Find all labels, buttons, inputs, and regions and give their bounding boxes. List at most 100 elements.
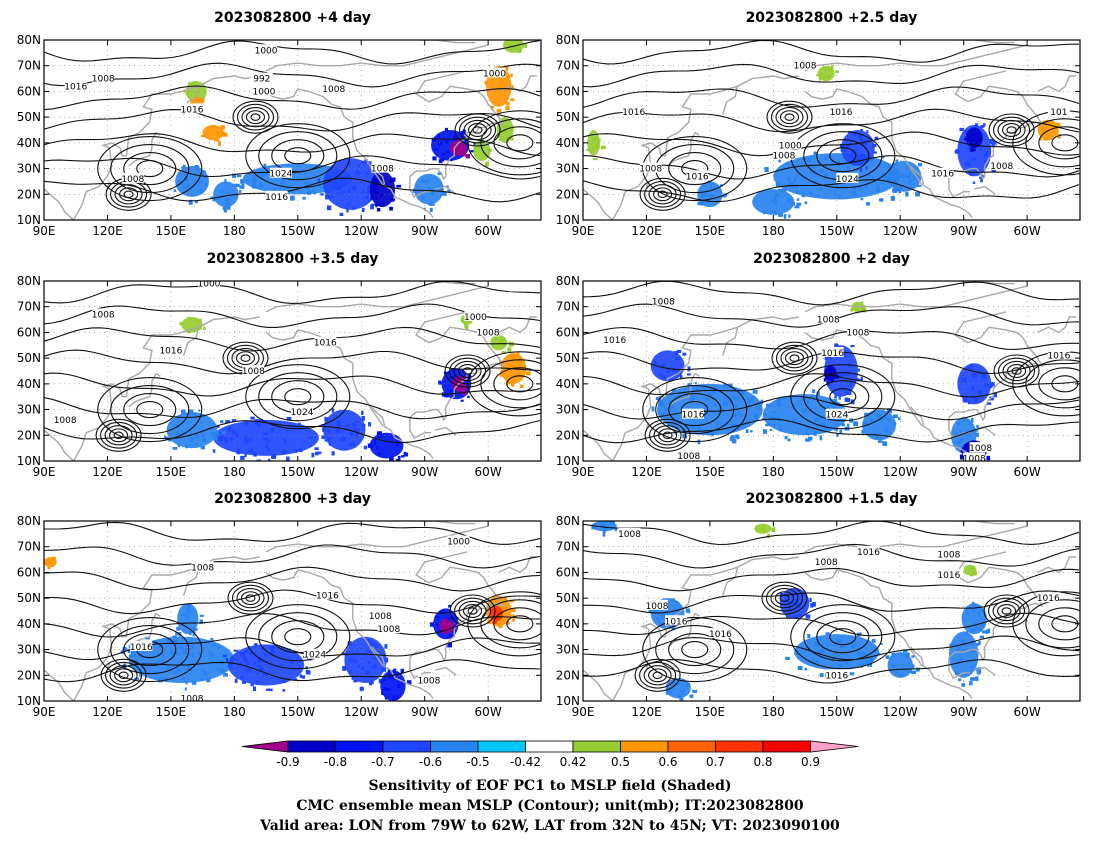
shade-speckle	[991, 168, 996, 173]
shade-speckle	[317, 178, 321, 182]
isobar	[44, 521, 541, 545]
shade-speckle	[390, 198, 396, 201]
shade-speckle	[715, 421, 719, 426]
shade-speckle	[745, 429, 749, 434]
shade-speckle	[876, 185, 880, 190]
contour-label: 1024	[291, 408, 314, 418]
shade-speckle	[955, 440, 960, 444]
shade-speckle	[447, 634, 453, 638]
shade-speckle	[677, 694, 681, 699]
shade-speckle	[756, 407, 760, 410]
shade-speckle	[453, 375, 457, 379]
shade-speckle	[961, 640, 965, 645]
contour-label-bg	[817, 313, 840, 324]
shade-speckle	[193, 413, 197, 418]
shade-speckle	[833, 422, 837, 426]
shade-speckle	[188, 631, 192, 636]
y-tick-label: 40N	[17, 136, 41, 150]
shade-speckle	[191, 81, 197, 85]
shade-speckle	[199, 189, 204, 194]
contour-label-bg	[197, 281, 220, 288]
shade-speckle	[724, 396, 728, 399]
shade-speckle	[496, 109, 502, 113]
shade-speckle	[183, 187, 187, 190]
contour-label: 1000	[464, 313, 487, 323]
shade-speckle	[819, 435, 823, 441]
shade-speckle	[739, 390, 745, 395]
shade-speckle	[225, 197, 230, 202]
shade-speckle	[648, 609, 653, 613]
shade-speckle	[837, 664, 842, 667]
shade-speckle	[446, 185, 449, 189]
shade-speckle	[876, 189, 880, 193]
coastline	[182, 567, 200, 596]
shade-speckle	[686, 373, 691, 376]
axis-ticks: 90E 120E 150E 180 150W 120W 90W 60W10N20N30N40N…	[17, 33, 541, 238]
shade-speckle	[173, 189, 177, 192]
shade-speckle	[914, 166, 919, 170]
contour-label-bg	[1047, 349, 1070, 360]
shade-speckle	[349, 432, 354, 436]
shade-speckle	[256, 665, 262, 668]
shade-speckle	[368, 422, 371, 427]
shade-speckle	[672, 388, 677, 393]
contour-label: 1016	[316, 592, 339, 602]
shade-speckle	[658, 621, 662, 624]
low-pressure-contour	[454, 597, 492, 625]
shade-speckle	[139, 671, 142, 677]
shade-speckle	[816, 194, 820, 197]
y-tick-label: 30N	[17, 403, 41, 417]
panel-title: 2023082800 +2 day	[753, 251, 910, 267]
contour-label-bg	[937, 569, 960, 579]
shade-speckle	[841, 352, 847, 357]
low-pressure-contour	[649, 421, 687, 449]
shade-speckle	[764, 167, 769, 172]
shade-speckle	[511, 608, 516, 613]
shade-speckle	[396, 694, 399, 700]
shade-speckle	[656, 616, 660, 621]
shade-speckle	[218, 134, 222, 139]
shade-speckle	[494, 611, 497, 615]
coastline	[948, 176, 970, 198]
contour-label: 1008	[937, 550, 960, 560]
shade-speckle	[234, 658, 239, 661]
coastline	[948, 657, 970, 679]
coastline	[804, 88, 973, 218]
shade-speckle	[383, 687, 387, 691]
y-tick-label: 80N	[556, 514, 580, 528]
low-pressure-contour	[123, 190, 134, 199]
x-tick-label: 150E	[695, 465, 726, 479]
shade-speckle	[728, 383, 733, 388]
low-pressure-contour	[648, 184, 677, 205]
x-tick-label: 90E	[33, 224, 56, 238]
low-pressure-contour	[235, 351, 256, 366]
shade-speckle	[755, 417, 758, 420]
shade-speckle	[981, 630, 987, 634]
contour-label: 1008	[646, 602, 669, 612]
shade-speckle	[730, 435, 736, 439]
shade-speckle	[367, 443, 373, 448]
shade-speckle	[787, 177, 791, 182]
low-pressure-contour	[784, 113, 795, 121]
shade-speckle	[122, 647, 127, 651]
low-pressure-contour	[766, 100, 813, 134]
shade-speckle	[973, 148, 976, 151]
shade-speckle	[263, 171, 268, 176]
shade-speckle	[986, 455, 991, 461]
caption-line-3: Valid area: LON from 79W to 62W, LAT fro…	[259, 818, 840, 834]
shade-speckle	[842, 160, 847, 165]
shade-speckle	[339, 438, 342, 442]
shade-speckle	[823, 378, 827, 382]
shade-speckle	[351, 422, 356, 427]
shade-speckle	[675, 600, 679, 604]
shade-speckle	[775, 182, 781, 188]
shade-speckle	[711, 391, 716, 394]
x-tick-label: 120E	[631, 465, 662, 479]
shade-speckle	[185, 92, 190, 96]
shade-speckle	[230, 437, 234, 441]
shade-speckle	[203, 326, 206, 331]
x-tick-label: 180	[223, 705, 246, 719]
shade-speckle	[273, 455, 276, 459]
low-pressure-contour	[100, 421, 138, 449]
